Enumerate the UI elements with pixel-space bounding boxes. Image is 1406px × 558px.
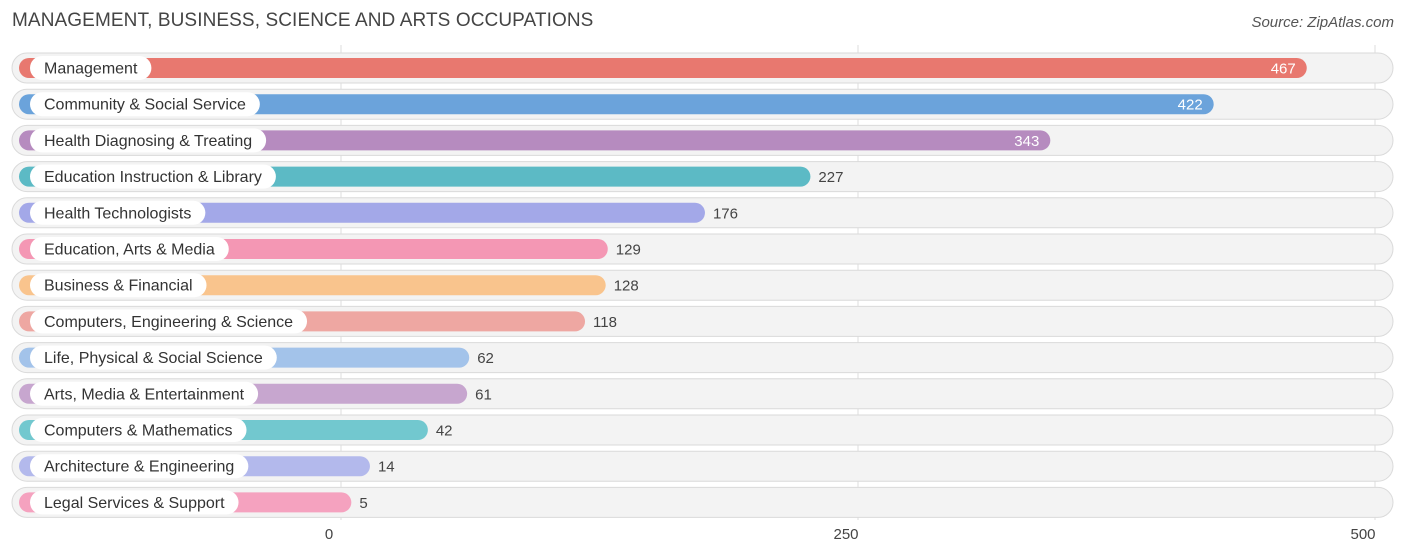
value-label: 61 [475,386,492,403]
value-label: 129 [616,242,641,259]
value-label: 467 [1271,61,1296,78]
category-pill [30,128,267,153]
category-pill [30,164,276,189]
category-pill [30,92,260,117]
category-label: Architecture & Engineering [44,459,234,476]
category-label: Education Instruction & Library [44,169,262,186]
bar-row: Business & Financial 128 [11,269,1394,301]
bar-row: Education, Arts & Media 129 [11,233,1394,265]
value-label: 227 [818,169,843,186]
bar-row: Life, Physical & Social Science 62 [11,342,1394,374]
value-label: 42 [436,423,453,440]
category-label: Health Diagnosing & Treating [44,133,252,150]
category-label: Legal Services & Support [44,495,225,512]
category-pill [30,200,206,225]
bar [19,130,1051,151]
category-label: Community & Social Service [44,97,246,114]
value-label: 422 [1178,97,1203,114]
tick-label: 0 [325,526,333,543]
bar-track [11,486,1394,518]
category-label: Arts, Media & Entertainment [44,386,245,403]
category-pill [30,345,277,370]
category-label: Business & Financial [44,278,193,295]
bar-row: Architecture & Engineering 14 [11,450,1394,482]
category-pill [30,56,152,80]
category-label: Education, Arts & Media [44,242,215,259]
tick-label: 500 [1350,526,1375,543]
bar-row: Health Diagnosing & Treating 343 [11,124,1394,156]
bar [19,94,1214,115]
category-pill [30,237,229,261]
bar-row: Arts, Media & Entertainment 61 [11,378,1394,410]
value-label: 176 [713,205,738,222]
category-label: Computers & Mathematics [44,423,233,440]
bar-row: Education Instruction & Library 227 [11,161,1394,193]
value-label: 343 [1014,133,1039,150]
bar-row: Computers, Engineering & Science 118 [11,305,1394,337]
category-label: Management [44,61,138,78]
value-label: 128 [614,278,639,295]
category-pill [30,273,207,298]
category-label: Computers, Engineering & Science [44,314,293,331]
category-pill [30,418,247,442]
bar-row: Legal Services & Support 5 [11,486,1394,518]
value-label: 62 [477,350,494,367]
category-pill [30,490,239,515]
category-label: Life, Physical & Social Science [44,350,263,367]
category-pill [30,381,259,406]
category-pill [30,454,249,479]
bar [19,58,1307,78]
value-label: 118 [593,314,617,331]
value-label: 5 [359,495,367,512]
bar-row: Management 467 [11,52,1394,84]
bar-row: Computers & Mathematics 42 [11,414,1394,446]
chart-title: MANAGEMENT, BUSINESS, SCIENCE AND ARTS O… [12,10,594,31]
category-pill [30,309,308,334]
value-label: 14 [378,459,395,476]
bar-row: Community & Social Service 422 [11,88,1394,120]
source-label: Source: ZipAtlas.com [1251,14,1394,31]
tick-label: 250 [833,526,858,543]
bar-row: Health Technologists 176 [11,197,1394,229]
category-label: Health Technologists [44,205,191,222]
